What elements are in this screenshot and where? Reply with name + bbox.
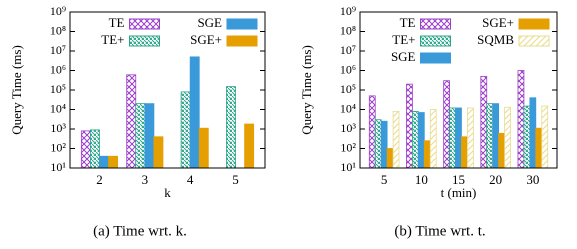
y-tick-label: 10⁹ [340,4,356,18]
bar [144,103,155,169]
legend-swatch [226,35,258,47]
y-tick-label: 10⁵ [340,82,356,96]
legend-swatch [129,35,160,47]
y-axis-label: Query Time (ms) [299,45,314,135]
caption: (b) Time wrt. t. [394,223,485,239]
y-tick-label: 10⁷ [340,43,356,57]
caption: (a) Time wrt. k. [93,223,187,239]
bar [492,103,500,169]
bar [386,148,394,169]
bar [374,119,382,169]
bar [226,86,236,169]
bar [461,136,468,169]
legend-label: SGE+ [482,15,514,30]
legend-label: SGE [197,15,222,30]
legend-swatch [420,35,451,47]
legend-label: TE [400,15,416,30]
bar [423,140,431,169]
y-tick-label: 10⁹ [50,4,66,18]
y-tick-label: 10⁶ [340,62,356,76]
bar [523,105,531,169]
bar [535,127,543,169]
x-tick-label: 5 [232,172,239,187]
bar [480,75,488,169]
bar [392,110,400,169]
legend-swatch [129,18,160,30]
bar [189,56,200,169]
y-tick-label: 10² [50,140,66,154]
y-tick-label: 10³ [340,121,356,135]
bar [541,105,549,169]
bar [449,107,456,169]
x-tick-label: 5 [381,172,388,187]
bar [417,112,425,169]
legend-swatch [518,18,550,30]
x-tick-label: 4 [187,172,194,187]
y-tick-label: 10¹ [340,160,356,174]
y-tick-label: 10⁷ [50,43,66,57]
legend-label: SGE+ [190,32,222,47]
bar [180,91,191,169]
y-tick-label: 10⁸ [340,23,356,37]
y-tick-label: 10⁸ [50,23,66,37]
bar [467,107,474,169]
bar [90,129,100,169]
y-tick-label: 10⁵ [50,82,66,96]
bar [80,130,91,169]
y-tick-label: 10⁴ [340,101,356,115]
bar [517,70,525,169]
bar [443,80,450,169]
legend-swatch [420,18,451,30]
legend-label: SQMB [477,32,514,47]
legend-label: SGE [391,49,416,64]
x-tick-label: 20 [489,172,502,187]
bar [455,107,462,169]
bar [244,123,255,169]
bar [198,127,209,169]
x-tick-label: 30 [526,172,539,187]
y-tick-label: 10⁴ [50,101,66,115]
legend-label: TE [109,15,125,30]
bar [486,103,494,169]
x-tick-label: 10 [415,172,428,187]
bar [108,155,119,169]
bar [368,95,376,169]
legend-swatch [420,52,451,64]
x-tick-label: 2 [96,172,103,187]
plot-frame [359,11,558,169]
x-tick-label: 3 [142,172,149,187]
bar [99,155,109,169]
y-tick-label: 10⁶ [50,62,66,76]
bar [126,74,137,169]
bar [406,83,413,169]
bar [380,120,388,169]
y-tick-label: 10³ [50,121,66,135]
legend-label: TE+ [101,32,124,47]
x-tick-label: 15 [452,172,465,187]
bar [153,136,164,169]
y-tick-label: 10² [340,140,356,154]
bar [412,110,419,169]
bar [429,109,437,169]
bar [504,106,511,169]
bar [529,97,537,169]
legend-swatch [518,35,550,47]
legend-label: TE+ [392,32,415,47]
bar [498,132,505,169]
y-tick-label: 10¹ [50,160,66,174]
y-axis-label: Query Time (ms) [9,45,24,135]
plot-frame [69,11,266,169]
bar [135,103,146,169]
x-axis-label: k [164,185,171,200]
x-axis-label: t (min) [441,185,477,200]
legend-swatch [226,18,258,30]
